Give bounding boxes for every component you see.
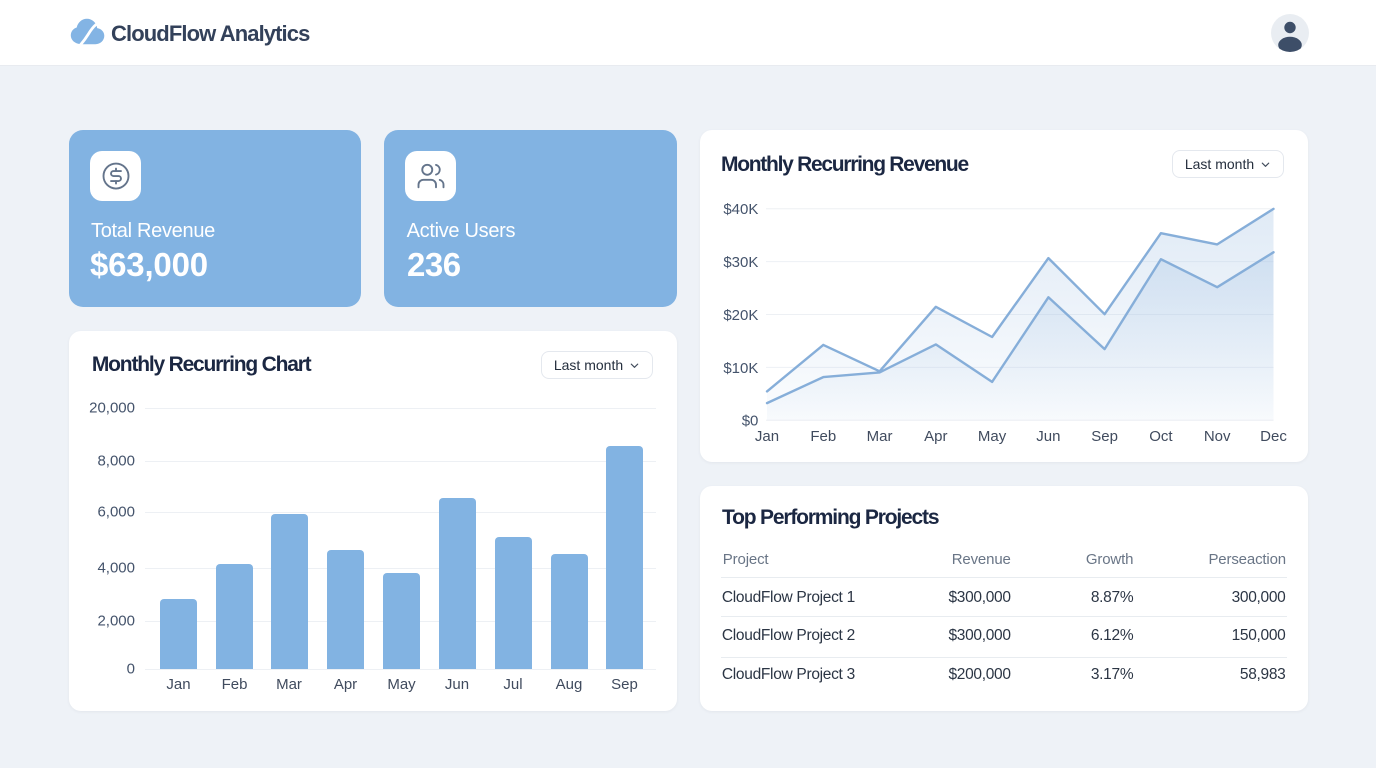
- svg-text:$30K: $30K: [723, 254, 758, 271]
- svg-text:$40K: $40K: [723, 201, 758, 218]
- svg-text:Sep: Sep: [1091, 428, 1118, 445]
- svg-text:$20K: $20K: [723, 307, 758, 324]
- svg-text:Jan: Jan: [755, 428, 779, 445]
- svg-text:Mar: Mar: [867, 428, 893, 445]
- svg-text:Dec: Dec: [1260, 428, 1287, 445]
- svg-text:$10K: $10K: [723, 360, 758, 377]
- svg-text:Feb: Feb: [810, 428, 836, 445]
- svg-text:Nov: Nov: [1204, 428, 1231, 445]
- svg-text:Jun: Jun: [1036, 428, 1060, 445]
- svg-text:May: May: [978, 428, 1007, 445]
- svg-text:$0: $0: [742, 413, 759, 430]
- svg-text:Apr: Apr: [924, 428, 947, 445]
- svg-text:Oct: Oct: [1149, 428, 1173, 445]
